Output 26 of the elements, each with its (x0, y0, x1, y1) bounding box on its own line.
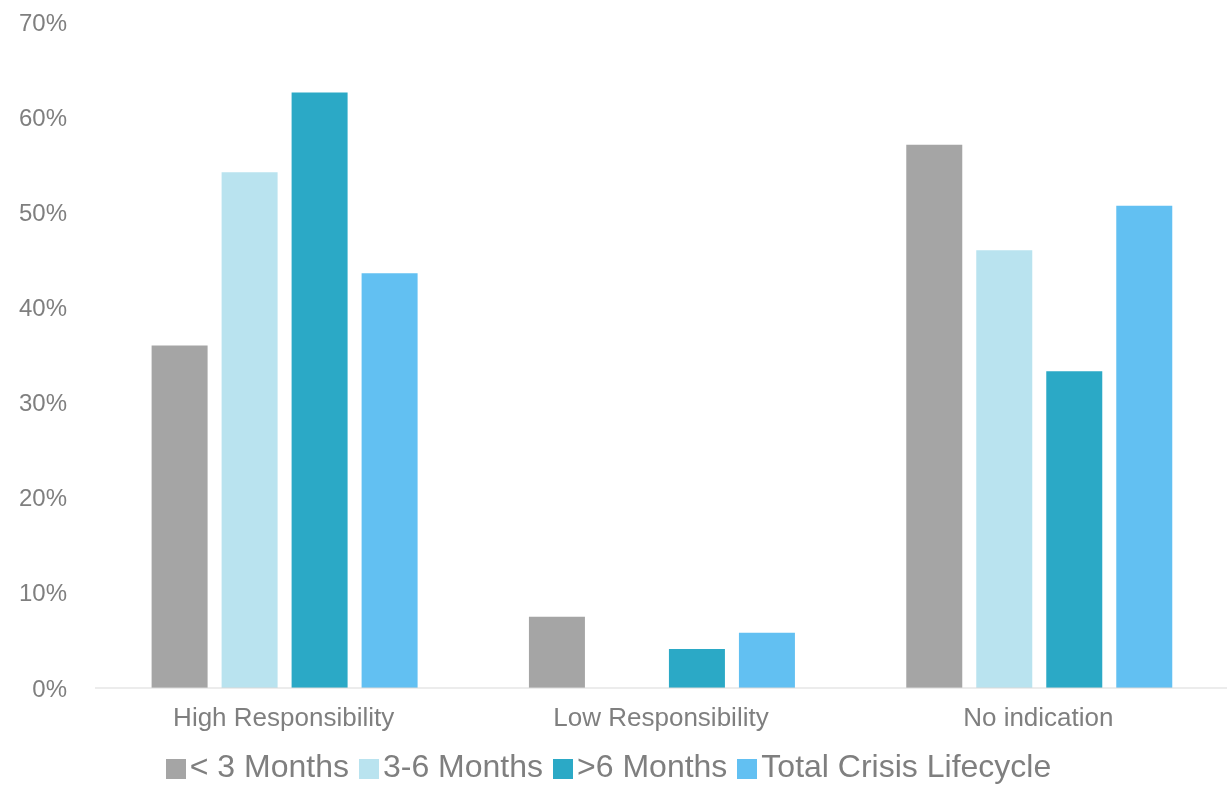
bar (668, 648, 725, 688)
bar (361, 273, 418, 688)
x-tick-label: No indication (963, 702, 1114, 733)
bar (1046, 371, 1103, 688)
bar (221, 172, 278, 688)
bar (906, 144, 963, 688)
y-tick-label: 0% (32, 674, 67, 702)
x-tick-label: Low Responsibility (553, 702, 769, 733)
y-tick-label: 60% (18, 103, 67, 131)
y-tick-label: 10% (18, 579, 67, 607)
bar (976, 250, 1033, 688)
legend-label: 3-6 Months (382, 748, 544, 784)
bar (528, 616, 585, 688)
legend-label: Total Crisis Lifecycle (761, 748, 1052, 784)
y-tick-label: 50% (18, 198, 67, 226)
bar (738, 632, 795, 688)
x-tick-label: High Responsibility (173, 702, 395, 733)
y-tick-label: 40% (18, 293, 67, 321)
y-tick-label: 20% (18, 484, 67, 512)
bar (291, 92, 348, 688)
legend-label: >6 Months (577, 748, 728, 784)
y-tick-label: 70% (18, 8, 67, 36)
bar (151, 345, 208, 688)
y-tick-label: 30% (18, 389, 67, 417)
legend-label: < 3 Months (189, 748, 349, 784)
bar (1116, 205, 1173, 688)
